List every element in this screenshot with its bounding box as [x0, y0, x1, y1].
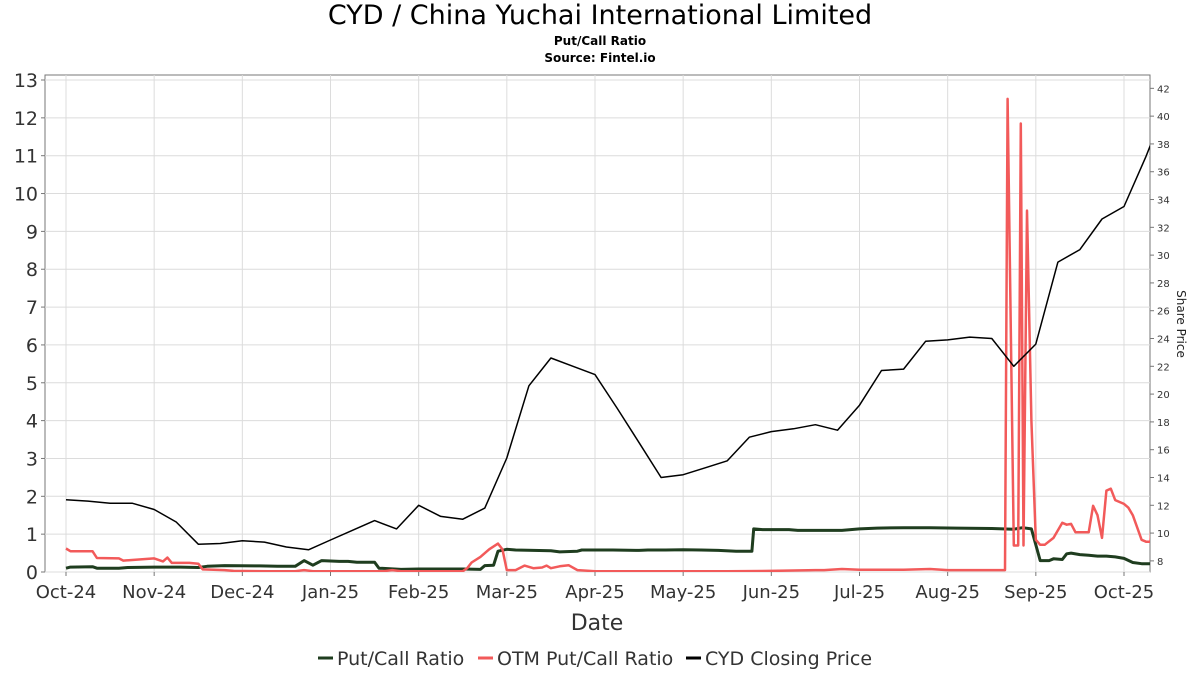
- y-right-tick-label: 32: [1157, 223, 1170, 234]
- series-line-put-call-ratio: [65, 526, 1150, 571]
- legend-label: CYD Closing Price: [705, 648, 872, 670]
- x-axis: Oct-24 Nov-24 Dec-24 Jan-25 Feb-25 Mar-25 Apr-…: [36, 572, 1155, 636]
- y-right-tick-label: 12: [1157, 501, 1170, 512]
- y-left-tick-label: 7: [26, 297, 38, 319]
- y-axis-right: 8 10 12 14 16 18 20 22 24 26 28 30 32 34 36 38 40 42 Share…: [1150, 84, 1188, 568]
- x-tick-label: Feb-25: [388, 582, 449, 603]
- y-left-tick-label: 4: [26, 411, 38, 433]
- y-right-tick-label: 20: [1157, 390, 1170, 401]
- grid: [45, 75, 1150, 573]
- y-left-tick-label: 3: [26, 448, 38, 470]
- x-tick-label: Dec-24: [210, 582, 274, 603]
- y-right-tick-label: 30: [1157, 251, 1170, 262]
- y-right-tick-label: 38: [1157, 140, 1170, 151]
- x-tick-label: Apr-25: [565, 582, 624, 603]
- y-left-tick-label: 9: [26, 221, 38, 243]
- x-tick-label: May-25: [650, 582, 716, 603]
- legend-label: Put/Call Ratio: [337, 648, 464, 670]
- y-right-tick-label: 26: [1157, 307, 1170, 318]
- x-tick-label: Jan-25: [301, 582, 359, 603]
- x-tick-label: Oct-24: [36, 582, 97, 603]
- y-right-tick-label: 10: [1157, 529, 1170, 540]
- x-tick-label: Aug-25: [915, 582, 980, 603]
- y-left-tick-label: 5: [26, 373, 38, 395]
- y-right-tick-label: 8: [1157, 557, 1163, 568]
- legend: Put/Call Ratio OTM Put/Call Ratio CYD Clos…: [318, 648, 872, 670]
- y-right-axis-label: Share Price: [1174, 290, 1188, 358]
- series-group: [65, 97, 1150, 572]
- x-tick-label: Jul-25: [833, 582, 885, 603]
- x-tick-label: Oct-25: [1094, 582, 1155, 603]
- x-tick-label: Jun-25: [742, 582, 801, 603]
- y-right-tick-label: 22: [1157, 362, 1170, 373]
- x-tick-label: Nov-24: [122, 582, 186, 603]
- y-right-tick-label: 34: [1157, 196, 1170, 207]
- y-left-tick-label: 11: [14, 146, 38, 168]
- legend-label: OTM Put/Call Ratio: [497, 648, 673, 670]
- y-right-tick-label: 28: [1157, 279, 1170, 290]
- x-tick-label: Mar-25: [476, 582, 538, 603]
- y-left-tick-label: 12: [14, 108, 38, 130]
- y-left-tick-label: 0: [26, 562, 38, 584]
- y-left-tick-label: 8: [26, 259, 38, 281]
- y-right-tick-label: 42: [1157, 84, 1170, 95]
- y-right-tick-label: 14: [1157, 473, 1170, 484]
- y-left-tick-label: 1: [26, 524, 38, 546]
- x-axis-label: Date: [571, 611, 624, 636]
- chart-source: Source: Fintel.io: [544, 51, 656, 65]
- y-left-tick-label: 13: [14, 70, 38, 92]
- x-tick-label: Sep-25: [1004, 582, 1067, 603]
- y-left-tick-label: 2: [26, 486, 38, 508]
- y-right-tick-label: 18: [1157, 418, 1170, 429]
- chart-title: CYD / China Yuchai International Limited: [327, 0, 873, 31]
- y-right-tick-label: 36: [1157, 168, 1170, 179]
- series-line-otm-put-call-ratio: [65, 97, 1150, 572]
- y-left-tick-label: 10: [14, 184, 38, 206]
- y-right-tick-label: 16: [1157, 446, 1170, 457]
- plot-area: [44, 74, 1151, 573]
- y-right-tick-label: 40: [1157, 112, 1170, 123]
- chart-subtitle: Put/Call Ratio: [553, 34, 647, 48]
- series-line-cyd-closing-price: [65, 144, 1150, 551]
- y-right-tick-label: 24: [1157, 335, 1170, 346]
- y-left-tick-label: 6: [26, 335, 38, 357]
